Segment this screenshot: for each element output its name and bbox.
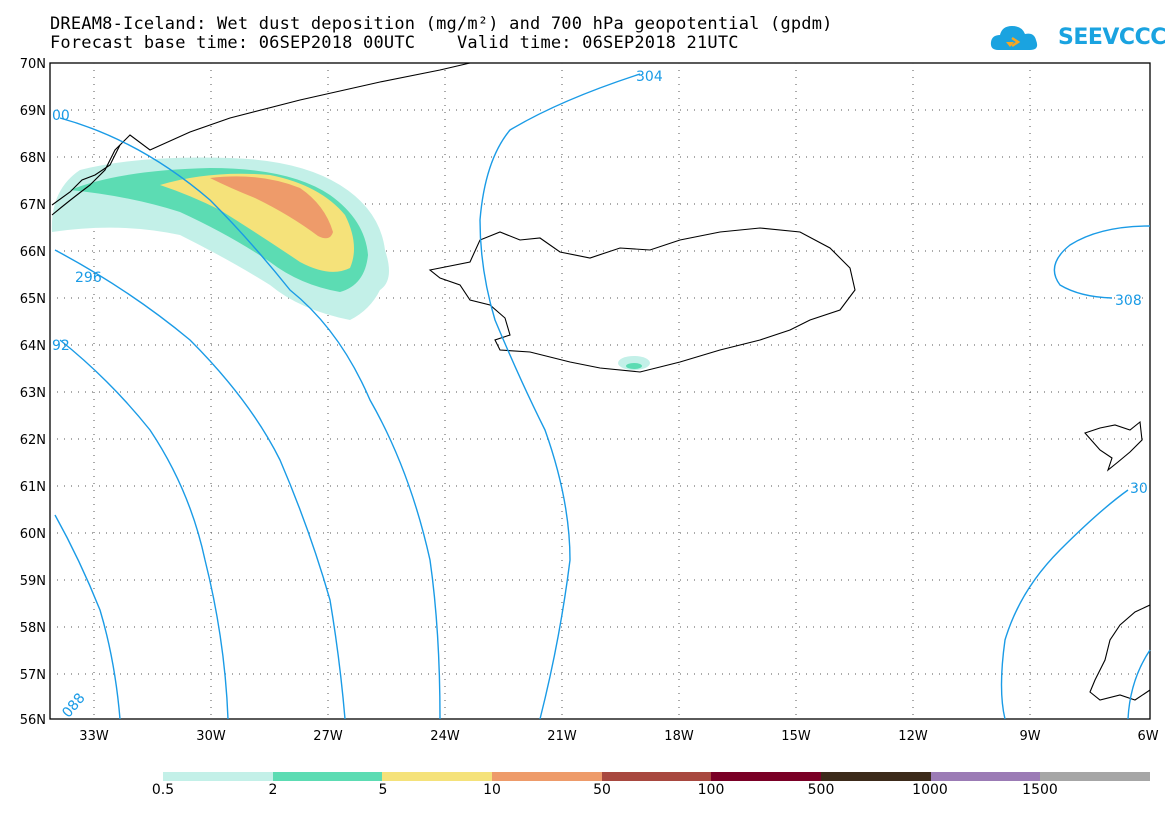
legend-label: 10: [483, 782, 501, 798]
contour-label: 92: [52, 338, 70, 354]
contour-label: 30: [1130, 481, 1148, 497]
contour-label: 304: [636, 69, 663, 85]
logo-text: SEEVCCC: [1058, 25, 1166, 50]
geopotential-contours: [54, 73, 1151, 720]
legend-label: 50: [593, 782, 611, 798]
map-frame: [49, 62, 1151, 720]
lat-label: 69N: [20, 104, 46, 119]
legend-label: 1500: [1022, 782, 1058, 798]
lon-label: 27W: [313, 729, 343, 744]
legend-swatch: [821, 772, 931, 781]
legend-swatch: [272, 772, 383, 781]
contour-label: 296: [75, 270, 102, 286]
lon-label: 18W: [664, 729, 694, 744]
lon-label: 9W: [1019, 729, 1040, 744]
lat-label: 58N: [20, 621, 46, 636]
lat-label: 63N: [20, 386, 46, 401]
chart-subtitle: Forecast base time: 06SEP2018 00UTC Vali…: [50, 33, 739, 53]
contour-label: 00: [52, 108, 70, 124]
legend-swatch: [711, 772, 822, 781]
legend-label: 1000: [912, 782, 948, 798]
chart-title: DREAM8-Iceland: Wet dust deposition (mg/…: [50, 14, 833, 34]
longitude-labels: 33W 30W 27W 24W 21W 18W 15W 12W 9W 6W: [79, 729, 1158, 744]
legend-swatch: [163, 772, 273, 781]
lon-label: 24W: [430, 729, 460, 744]
lat-label: 64N: [20, 339, 46, 354]
legend-label: 500: [807, 782, 835, 798]
lat-label: 66N: [20, 245, 46, 260]
lat-label: 68N: [20, 151, 46, 166]
lat-label: 59N: [20, 574, 46, 589]
legend-label: 5: [378, 782, 388, 798]
latitude-labels: 70N 69N 68N 67N 66N 65N 64N 63N 62N 61N …: [20, 57, 46, 728]
lon-label: 21W: [547, 729, 577, 744]
gridlines: [50, 63, 1150, 719]
lon-label: 33W: [79, 729, 109, 744]
legend-label: 0.5: [151, 782, 175, 798]
lat-label: 56N: [20, 713, 46, 728]
lat-label: 61N: [20, 480, 46, 495]
legend-label: 2: [268, 782, 278, 798]
cloud-icon: [990, 26, 1038, 50]
lat-label: 57N: [20, 668, 46, 683]
contour-label: 308: [1115, 293, 1142, 309]
dust-deposition-shading: [51, 157, 650, 370]
lat-label: 65N: [20, 292, 46, 307]
lat-label: 67N: [20, 198, 46, 213]
lon-label: 30W: [196, 729, 226, 744]
legend-swatch: [601, 772, 712, 781]
legend-swatch: [492, 772, 602, 781]
lat-label: 62N: [20, 433, 46, 448]
legend-label: 100: [697, 782, 725, 798]
lat-label: 70N: [20, 57, 46, 72]
lon-label: 6W: [1137, 729, 1158, 744]
lon-label: 12W: [898, 729, 928, 744]
legend-swatch: [382, 772, 493, 781]
color-legend: [163, 772, 1151, 781]
contour-label: 088: [59, 690, 88, 721]
coastlines: [51, 62, 1151, 701]
lat-label: 60N: [20, 527, 46, 542]
legend-swatch: [930, 772, 1041, 781]
legend-swatch: [1040, 772, 1151, 781]
lon-label: 15W: [781, 729, 811, 744]
